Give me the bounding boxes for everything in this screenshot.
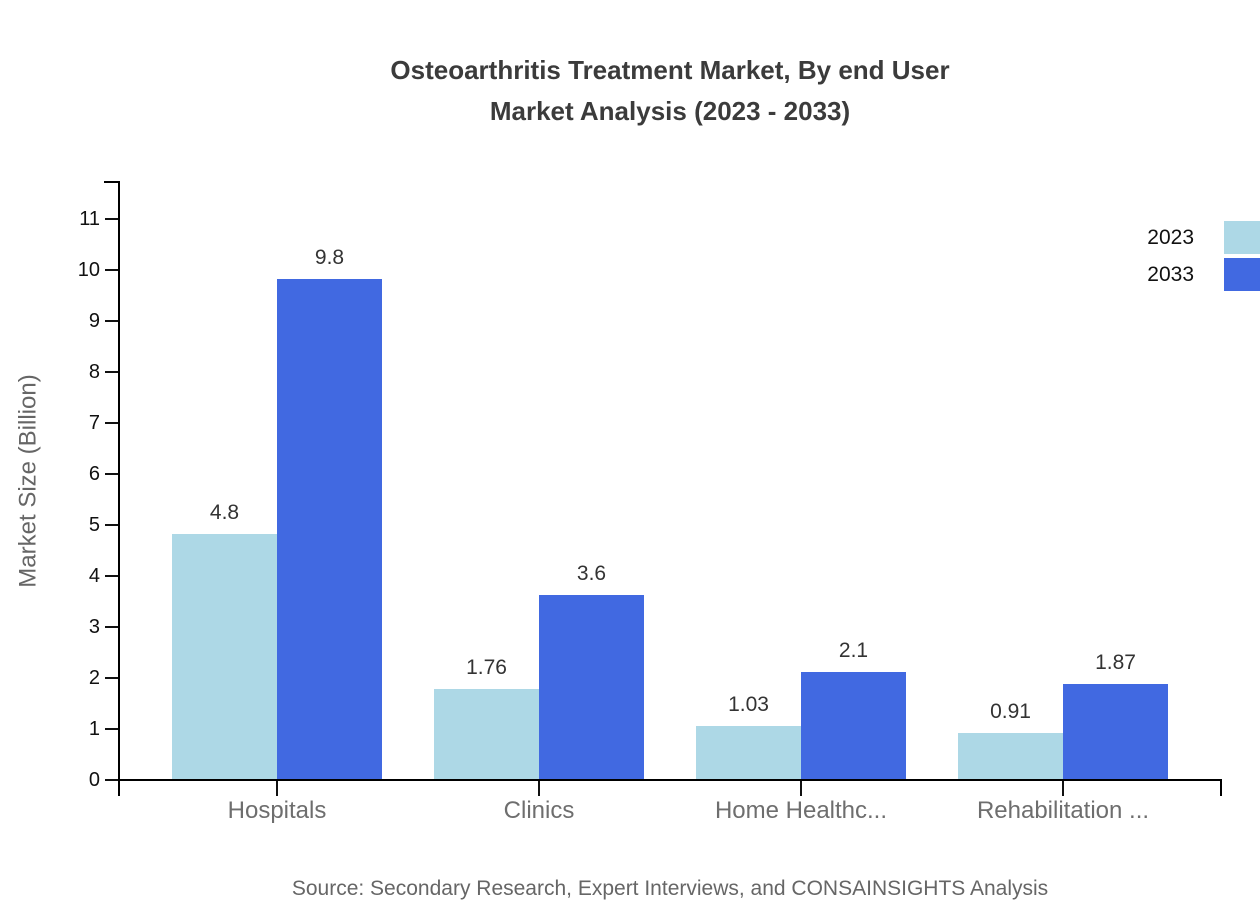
category-label-2: Clinics	[503, 797, 575, 824]
y-tick-label-1: 1	[88, 718, 100, 740]
y-tick-label-8: 8	[88, 361, 100, 383]
bar-group-2: 1.76 3.6	[434, 562, 644, 779]
legend-swatch-2033	[1224, 258, 1260, 291]
y-tick-6	[105, 473, 118, 475]
bar-2023-rehabilitation-[interactable]	[958, 733, 1063, 779]
category-label-4: Rehabilitation ...	[976, 797, 1150, 824]
bar-group-4: 0.91 1.87	[958, 651, 1168, 779]
bar-value-label: 1.87	[1095, 651, 1136, 674]
x-tick-4	[1062, 781, 1064, 796]
bar-wrap: 1.87	[1063, 651, 1168, 779]
y-tick-label-5: 5	[88, 514, 100, 536]
y-tick-label-7: 7	[88, 412, 100, 434]
legend-label-2023: 2023	[1147, 225, 1194, 249]
y-axis-line	[118, 181, 120, 796]
y-tick-7	[105, 422, 118, 424]
legend-label-2033: 2033	[1147, 262, 1194, 286]
plot-area: 0 1 2 3 4 5 6 7 8 9 10 11 4.8 9.8 Hospitals 1.76 3.6 Clin…	[78, 180, 1222, 824]
legend-swatch-2023	[1224, 221, 1260, 254]
bar-group-3: 1.03 2.1	[696, 639, 906, 779]
x-tick-2	[538, 781, 540, 796]
y-tick-label-3: 3	[88, 616, 100, 638]
y-tick-label-6: 6	[88, 463, 100, 485]
chart-title: Osteoarthritis Treatment Market, By end …	[118, 50, 1222, 132]
y-axis-title: Market Size (Billion)	[15, 373, 43, 588]
bar-wrap: 1.76	[434, 656, 539, 779]
source-note: Source: Secondary Research, Expert Inter…	[291, 877, 1049, 900]
bar-value-label: 2.1	[838, 639, 869, 662]
bar-wrap: 0.91	[958, 700, 1063, 779]
x-axis-end-tick	[1220, 781, 1222, 796]
bar-2033-clinics[interactable]	[539, 595, 644, 779]
y-tick-10	[105, 269, 118, 271]
chart-title-line2: Market Analysis (2023 - 2033)	[489, 96, 851, 126]
bar-2033-rehabilitation-[interactable]	[1063, 684, 1168, 779]
bar-value-label: 1.03	[728, 693, 769, 716]
y-tick-1	[105, 728, 118, 730]
x-axis-line	[118, 779, 1222, 781]
bar-value-label: 9.8	[314, 246, 345, 269]
category-label-1: Hospitals	[227, 797, 327, 824]
y-tick-5	[105, 524, 118, 526]
y-tick-label-0: 0	[88, 769, 100, 791]
legend-item-2023[interactable]: 2023	[1080, 221, 1260, 254]
bar-2033-hospitals[interactable]	[277, 279, 382, 779]
bar-wrap: 3.6	[539, 562, 644, 779]
bar-2023-home-healthc-[interactable]	[696, 726, 801, 779]
y-tick-label-10: 10	[77, 259, 100, 281]
chart-title-line1: Osteoarthritis Treatment Market, By end …	[390, 55, 950, 85]
bar-value-label: 1.76	[466, 656, 507, 679]
x-tick-3	[800, 781, 802, 796]
x-tick-1	[276, 781, 278, 796]
y-tick-4	[105, 575, 118, 577]
y-tick-0	[105, 779, 118, 781]
legend-item-2033[interactable]: 2033	[1080, 258, 1260, 291]
legend: 2023 2033	[1080, 221, 1260, 295]
category-label-3: Home Healthc...	[714, 797, 888, 824]
bar-wrap: 2.1	[801, 639, 906, 779]
bar-wrap: 9.8	[277, 246, 382, 779]
y-tick-11	[105, 218, 118, 220]
y-tick-label-4: 4	[88, 565, 100, 587]
bar-wrap: 4.8	[172, 501, 277, 779]
bar-value-label: 4.8	[209, 501, 240, 524]
y-tick-label-2: 2	[88, 667, 100, 689]
bar-value-label: 0.91	[990, 700, 1031, 723]
y-tick-8	[105, 371, 118, 373]
y-tick-label-11: 11	[79, 208, 100, 230]
y-tick-label-9: 9	[88, 310, 100, 332]
y-tick-3	[105, 626, 118, 628]
y-axis-title-wrap: Market Size (Billion)	[0, 180, 58, 781]
bar-2023-clinics[interactable]	[434, 689, 539, 779]
y-axis-end-tick	[104, 181, 118, 183]
bar-wrap: 1.03	[696, 693, 801, 779]
bar-value-label: 3.6	[576, 562, 607, 585]
bar-group-1: 4.8 9.8	[172, 246, 382, 779]
y-tick-9	[105, 320, 118, 322]
y-tick-2	[105, 677, 118, 679]
bar-2033-home-healthc-[interactable]	[801, 672, 906, 779]
bar-2023-hospitals[interactable]	[172, 534, 277, 779]
